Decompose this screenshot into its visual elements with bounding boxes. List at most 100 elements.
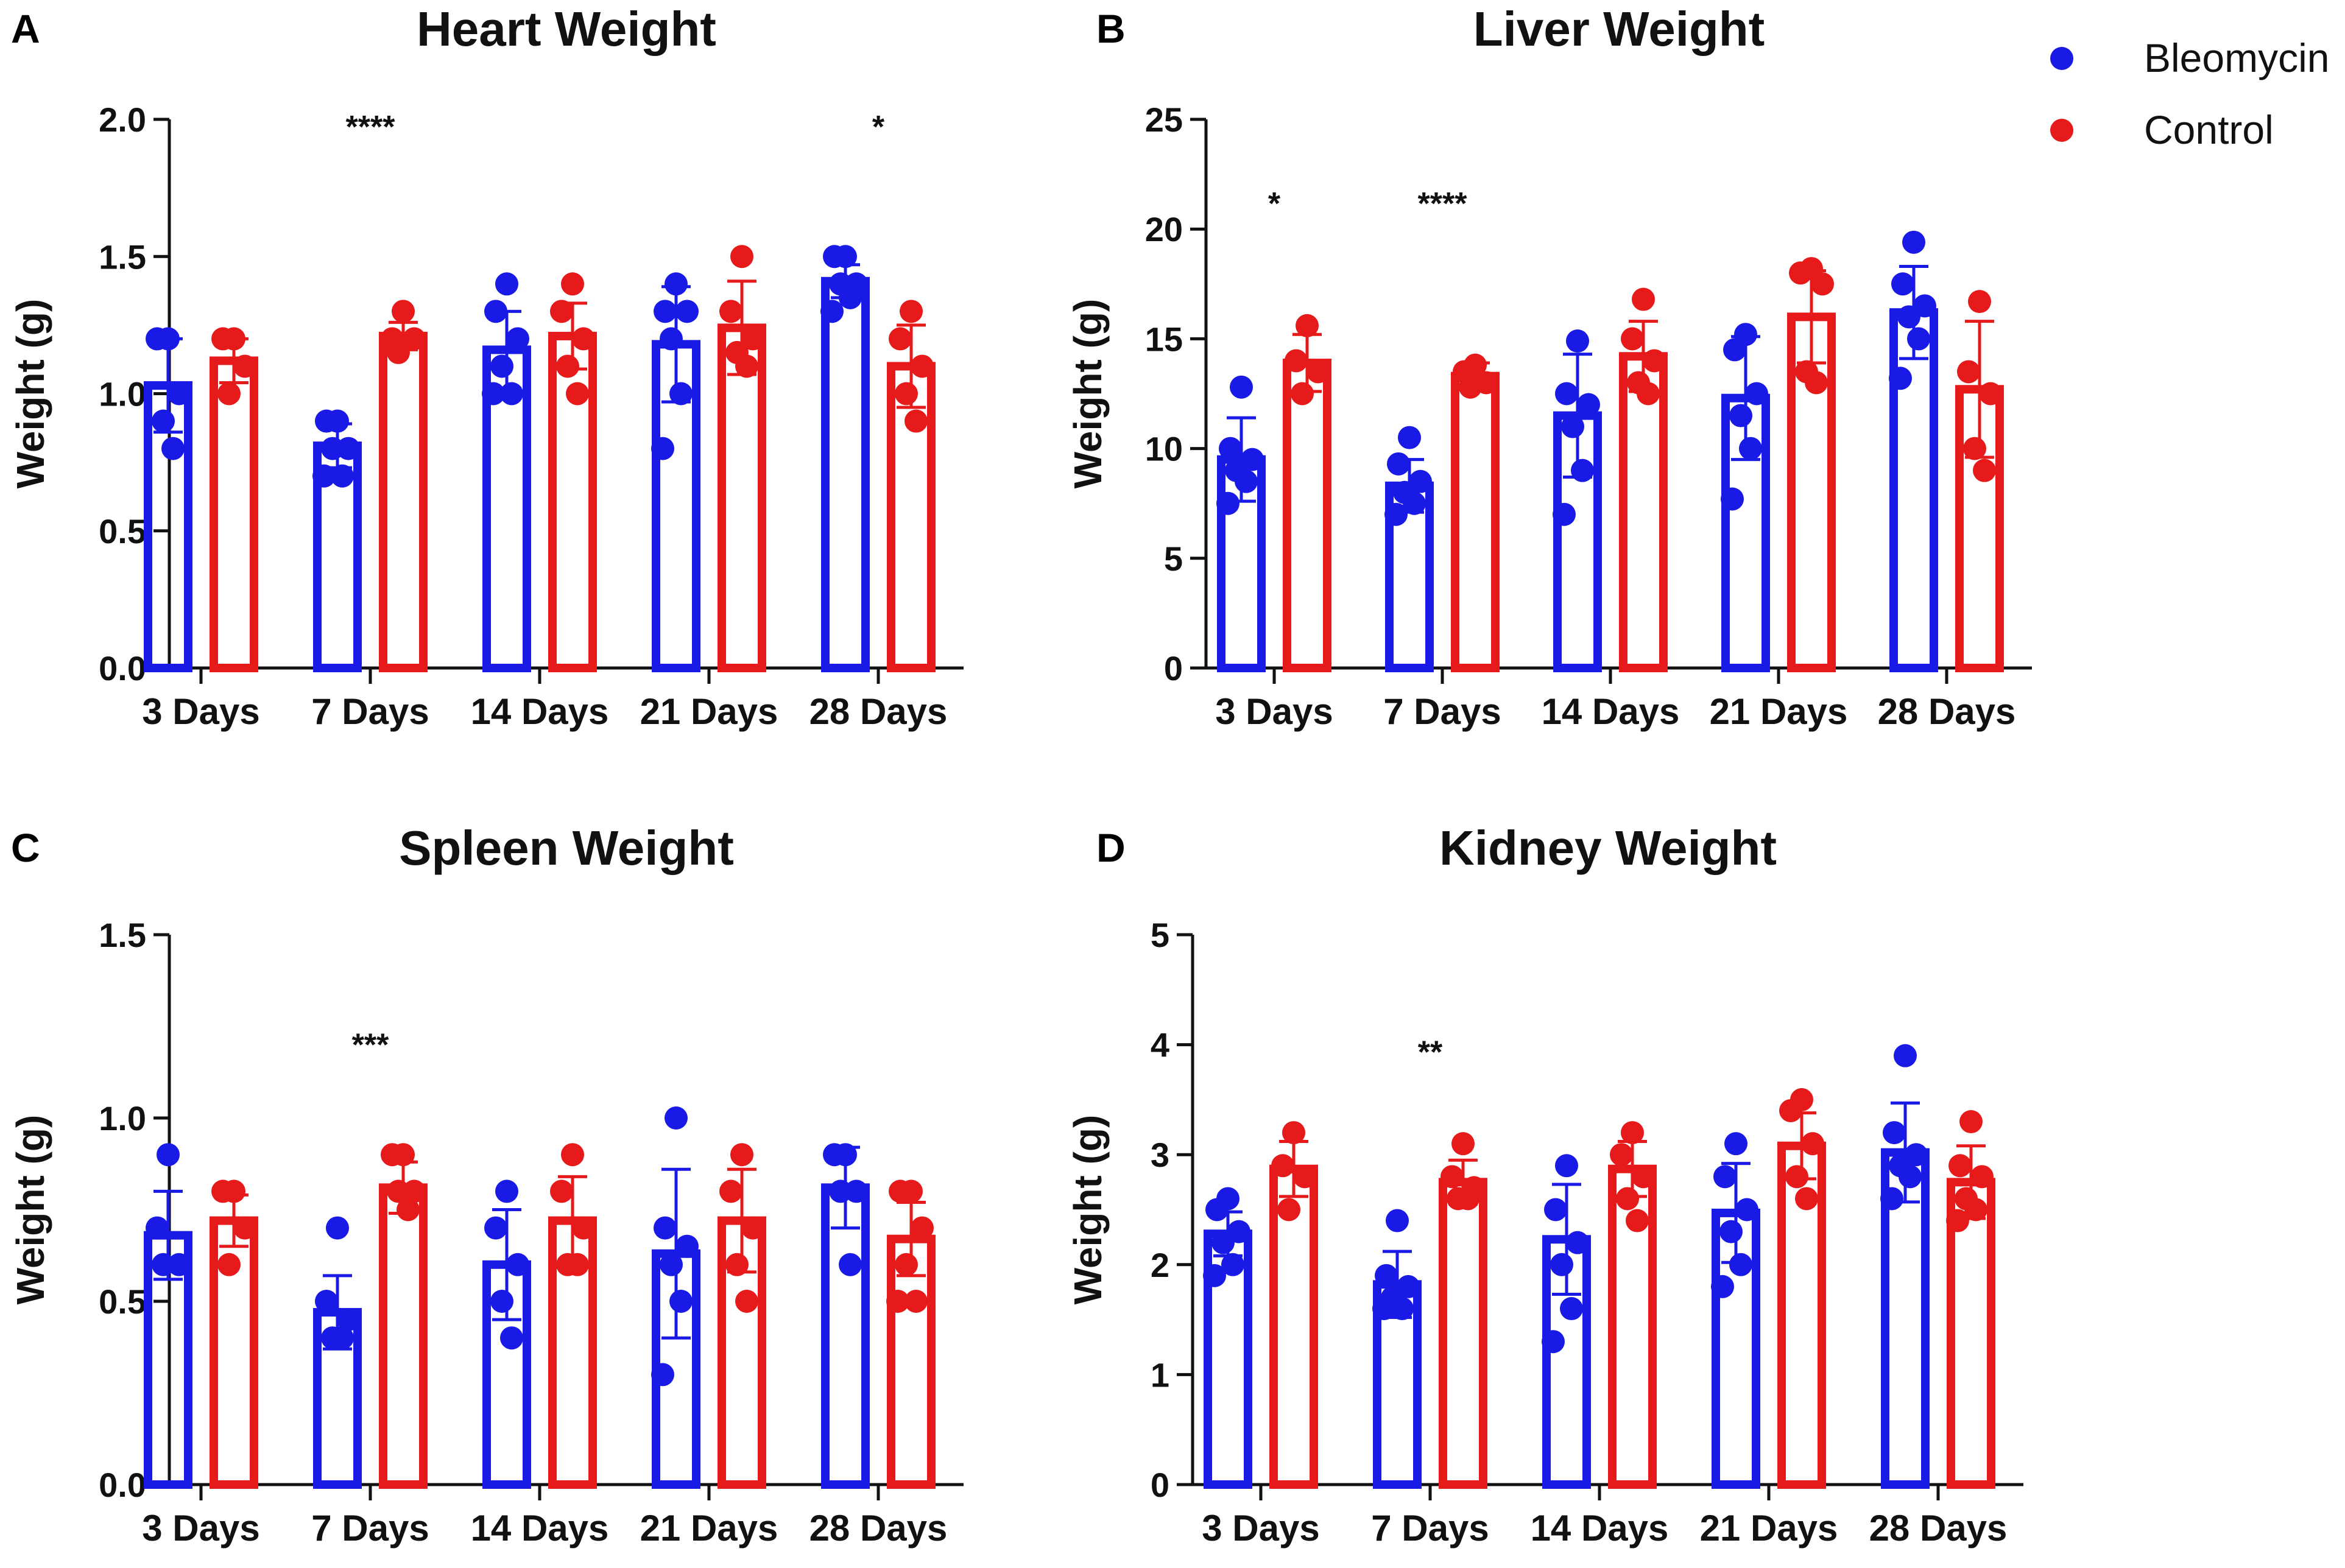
data-point-control <box>387 1180 410 1203</box>
x-tick-label: 3 Days <box>142 1508 259 1549</box>
panel-letter: B <box>1096 6 1126 51</box>
panel-letter: D <box>1096 825 1126 870</box>
x-tick-label: 21 Days <box>640 691 778 732</box>
data-point-bleomycin <box>1398 426 1421 449</box>
data-point-control <box>1973 459 1996 482</box>
data-point-control <box>1801 1132 1824 1156</box>
data-point-control <box>735 1290 758 1313</box>
data-point-control <box>730 1143 753 1167</box>
data-point-bleomycin <box>1235 469 1258 493</box>
data-point-bleomycin <box>506 327 529 351</box>
bar-control <box>1283 359 1331 672</box>
data-point-control <box>1632 287 1655 311</box>
data-point-bleomycin <box>660 1253 683 1276</box>
data-point-control <box>1946 1209 1969 1232</box>
data-point-control <box>735 354 758 378</box>
data-point-control <box>1626 1209 1649 1232</box>
data-point-bleomycin <box>157 1143 180 1167</box>
data-point-bleomycin <box>1555 1154 1578 1178</box>
y-tick-label: 0.5 <box>99 1282 146 1321</box>
significance-label: ** <box>1418 1035 1443 1071</box>
data-point-bleomycin <box>1372 1297 1395 1321</box>
data-point-bleomycin <box>829 1180 852 1203</box>
x-tick-label: 7 Days <box>1371 1508 1489 1549</box>
data-point-bleomycin <box>1550 1253 1573 1276</box>
data-point-bleomycin <box>1544 1198 1567 1222</box>
data-point-control <box>1271 1154 1294 1178</box>
data-point-control <box>1805 371 1828 395</box>
data-point-bleomycin <box>315 1290 338 1313</box>
data-point-control <box>1291 382 1314 406</box>
y-tick-label: 0 <box>1151 1466 1169 1504</box>
data-point-bleomycin <box>1889 367 1912 390</box>
x-tick-label: 14 Days <box>471 1508 609 1549</box>
data-point-bleomycin <box>1711 1274 1734 1298</box>
data-point-control <box>1789 261 1812 285</box>
y-tick-label: 1.0 <box>99 1099 146 1137</box>
data-point-bleomycin <box>1561 415 1584 438</box>
significance-label: **** <box>1418 186 1468 222</box>
bar-control <box>1451 371 1500 673</box>
panel-a: A Heart Weight Weight (g) 0.0 0.5 1.0 1.5 2.0 3 … <box>9 2 964 732</box>
panel-c: C Spleen Weight Weight (g) 0.0 0.5 1.0 1.5 3 Da… <box>9 821 964 1549</box>
data-point-control <box>233 1216 256 1240</box>
data-point-control <box>211 327 234 351</box>
data-point-bleomycin <box>484 300 507 323</box>
bar-bleomycin <box>821 276 870 673</box>
data-point-control <box>556 354 579 378</box>
data-point-control <box>1785 1165 1808 1189</box>
data-point-control <box>1811 272 1834 296</box>
data-point-control <box>1610 1143 1633 1167</box>
data-point-control <box>1282 1121 1305 1145</box>
data-point-control <box>1964 1198 1987 1222</box>
data-point-bleomycin <box>675 1234 699 1258</box>
data-point-control <box>719 300 742 323</box>
bar-control <box>1439 1178 1487 1489</box>
data-point-bleomycin <box>1907 327 1930 351</box>
data-point-control <box>1456 1187 1479 1211</box>
data-point-bleomycin <box>321 437 344 460</box>
data-point-control <box>397 1198 420 1222</box>
bar-control <box>379 1183 428 1489</box>
data-point-control <box>211 1180 234 1203</box>
data-point-control <box>1306 360 1330 384</box>
data-point-bleomycin <box>326 1216 349 1240</box>
data-point-bleomycin <box>161 437 185 460</box>
x-tick-label: 28 Days <box>1878 691 2016 732</box>
data-point-control <box>889 327 912 351</box>
data-point-bleomycin <box>820 300 844 323</box>
x-tick-label: 28 Days <box>1869 1508 2008 1549</box>
panel-letter: C <box>11 825 40 870</box>
data-point-control <box>1963 437 1986 460</box>
x-tick-label: 3 Days <box>1215 691 1333 732</box>
x-tick-label: 14 Days <box>1531 1508 1669 1549</box>
data-point-control <box>725 1253 749 1276</box>
data-point-control <box>392 300 415 323</box>
y-axis-label: Weight (g) <box>9 299 52 489</box>
data-point-control <box>741 327 764 351</box>
data-point-control <box>572 327 595 351</box>
data-point-control <box>381 1143 404 1167</box>
data-point-bleomycin <box>1211 1231 1235 1254</box>
data-point-control <box>886 1290 909 1313</box>
data-point-control <box>561 1143 584 1167</box>
data-point-control <box>1948 1154 1972 1178</box>
data-point-control <box>1293 1165 1316 1189</box>
data-point-bleomycin <box>1384 502 1408 526</box>
x-tick-label: 14 Days <box>1542 691 1680 732</box>
data-point-bleomycin <box>823 245 846 269</box>
bar-bleomycin <box>1889 308 1938 672</box>
x-tick-label: 21 Days <box>640 1508 778 1549</box>
data-point-control <box>403 327 426 351</box>
data-point-bleomycin <box>1902 230 1925 254</box>
y-axis-label: Weight (g) <box>1066 1115 1110 1305</box>
data-point-control <box>895 382 918 406</box>
data-point-bleomycin <box>1230 375 1253 399</box>
data-point-bleomycin <box>500 1326 523 1350</box>
y-tick-label: 5 <box>1151 916 1169 954</box>
data-point-control <box>1795 1187 1818 1211</box>
data-point-bleomycin <box>1883 1121 1906 1145</box>
data-point-bleomycin <box>500 382 523 406</box>
data-point-control <box>1959 1110 1983 1134</box>
data-point-bleomycin <box>1560 1297 1583 1321</box>
